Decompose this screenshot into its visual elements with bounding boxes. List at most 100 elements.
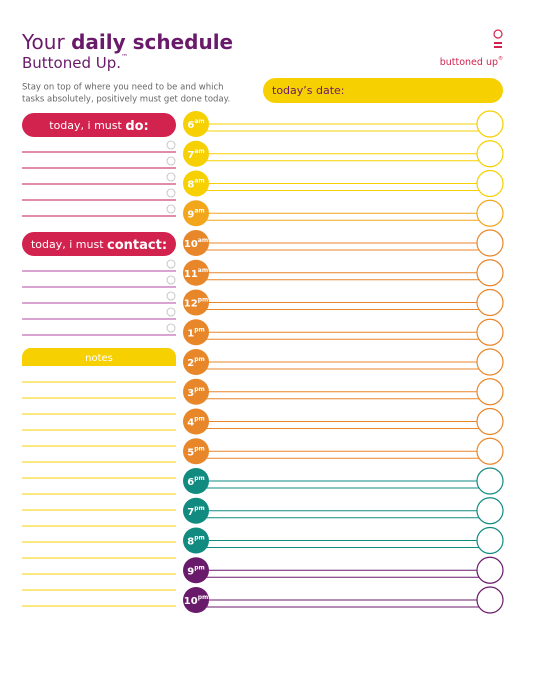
- time-check: [476, 229, 504, 257]
- time-label: 10am: [184, 237, 208, 251]
- checkbox: [166, 291, 176, 301]
- description-line: tasks absolutely, positively must get do…: [22, 95, 230, 105]
- logo: buttoned up®: [440, 29, 503, 68]
- time-hour: 3: [187, 388, 194, 399]
- time-suffix: am: [194, 147, 204, 154]
- checkbox: [166, 172, 176, 182]
- time-label: 8pm: [187, 534, 205, 548]
- time-suffix: am: [194, 118, 204, 125]
- time-check: [476, 259, 504, 287]
- time-check: [476, 437, 504, 465]
- time-label: 1pm: [187, 326, 205, 340]
- time-label: 7pm: [187, 504, 205, 518]
- time-suffix: pm: [194, 534, 205, 541]
- time-hour: 9: [187, 209, 194, 220]
- subtitle-mark: ™: [121, 53, 128, 61]
- time-check: [476, 378, 504, 406]
- time-suffix: pm: [194, 475, 205, 482]
- time-hour: 12: [184, 299, 198, 310]
- time-label: 8am: [187, 177, 204, 191]
- time-hour: 8: [187, 180, 194, 191]
- logo-icon: [494, 46, 502, 48]
- notes-label: notes: [85, 353, 113, 364]
- time-suffix: pm: [194, 564, 205, 571]
- title-main: daily schedule: [71, 30, 233, 54]
- time-check: [476, 497, 504, 525]
- time-badge: [183, 140, 209, 167]
- time-label: 6am: [187, 118, 204, 132]
- time-badge: [183, 319, 209, 346]
- time-badge: [183, 289, 209, 316]
- time-badge: [183, 170, 209, 197]
- time-hour: 10: [184, 239, 198, 250]
- time-check: [476, 556, 504, 584]
- checkbox: [166, 307, 176, 317]
- todo-emphasis: do:: [125, 119, 148, 134]
- checkbox: [166, 323, 176, 333]
- checkbox: [166, 275, 176, 285]
- time-hour: 6: [187, 477, 194, 488]
- time-suffix: pm: [194, 504, 205, 511]
- checkbox: [166, 259, 176, 269]
- time-label: 2pm: [187, 356, 205, 370]
- todo-prefix: today, i must: [49, 119, 125, 132]
- time-check: [476, 288, 504, 317]
- subtitle: Buttoned Up.™: [22, 53, 128, 72]
- time-label: 3pm: [187, 385, 205, 399]
- time-badge: [183, 527, 209, 554]
- time-badge: [183, 438, 209, 465]
- time-badge: [183, 200, 209, 227]
- time-badge: [183, 111, 209, 137]
- time-suffix: am: [194, 207, 204, 214]
- time-hour: 10: [184, 596, 198, 607]
- todo-label: today, i must do:: [49, 119, 149, 134]
- time-hour: 5: [187, 447, 194, 458]
- time-label: 9pm: [187, 564, 205, 578]
- time-suffix: pm: [194, 385, 205, 392]
- logo-text: buttoned up®: [440, 55, 503, 68]
- time-check: [476, 199, 504, 227]
- time-badge: [183, 378, 209, 405]
- time-suffix: am: [194, 177, 204, 184]
- logo-icon: [494, 42, 502, 44]
- time-check: [476, 140, 504, 168]
- title: Your daily schedule: [21, 30, 233, 54]
- time-label: 6pm: [187, 475, 205, 489]
- time-badge: [183, 587, 209, 613]
- time-badge: [183, 408, 209, 435]
- date-box: [263, 78, 503, 103]
- time-check: [476, 586, 504, 614]
- checkbox: [166, 156, 176, 166]
- time-hour: 4: [187, 418, 194, 429]
- date-label: today’s date:: [272, 84, 345, 97]
- logo-mark: ®: [498, 55, 503, 62]
- checkbox: [166, 188, 176, 198]
- time-label: 4pm: [187, 415, 205, 429]
- time-suffix: pm: [194, 415, 205, 422]
- time-label: 9am: [187, 207, 204, 221]
- time-badge: [183, 468, 209, 494]
- time-hour: 2: [187, 358, 194, 369]
- time-suffix: pm: [194, 326, 205, 333]
- time-check: [476, 407, 504, 436]
- time-check: [476, 169, 504, 198]
- logo-icon: [493, 29, 503, 39]
- time-check: [476, 348, 504, 376]
- logo-word: buttoned up: [440, 57, 498, 68]
- time-suffix: pm: [194, 445, 205, 452]
- contact-label: today, i must contact:: [31, 238, 167, 253]
- time-check: [476, 318, 504, 346]
- todo-header: [22, 113, 176, 137]
- time-suffix: pm: [198, 296, 209, 303]
- contact-header: [22, 232, 176, 256]
- time-hour: 7: [187, 150, 194, 161]
- contact-prefix: today, i must: [31, 238, 107, 251]
- time-label: 10pm: [184, 594, 208, 608]
- checkbox: [166, 140, 176, 150]
- time-check: [476, 467, 504, 495]
- subtitle-text: Buttoned Up.: [22, 54, 121, 72]
- time-hour: 9: [187, 566, 194, 577]
- time-badge: [183, 557, 209, 584]
- time-badge: [183, 230, 209, 256]
